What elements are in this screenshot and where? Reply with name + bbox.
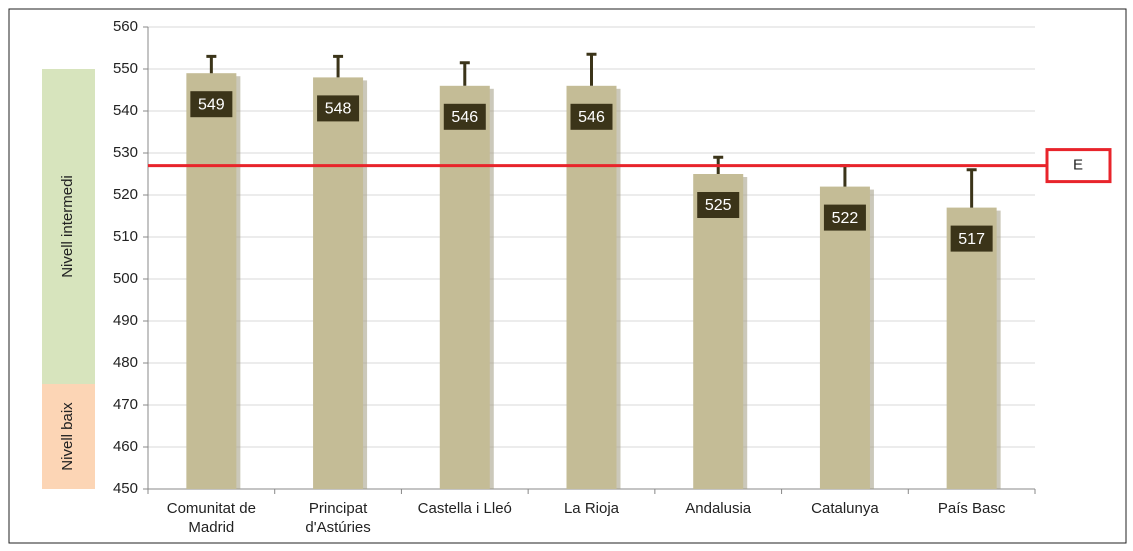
value-label-box [950, 225, 993, 252]
y-tick-label: 530 [113, 144, 138, 161]
bar [819, 186, 870, 489]
x-tick-label: Andalusia [685, 500, 752, 517]
error-bar [459, 61, 470, 86]
bar [566, 85, 617, 490]
bar [313, 77, 364, 490]
y-tick-label: 460 [113, 438, 138, 455]
value-label-box [697, 192, 740, 218]
value-label: 548 [325, 101, 352, 118]
y-tick-label: 520 [113, 186, 138, 203]
y-tick-label: 510 [113, 228, 138, 245]
error-bar [333, 54, 344, 78]
value-label: 546 [451, 109, 478, 126]
bar [693, 174, 744, 489]
value-label: 517 [958, 231, 985, 248]
x-tick-label: Catalunya [811, 500, 879, 517]
x-tick-label: La Rioja [563, 500, 620, 517]
value-label-box [443, 103, 486, 130]
reference-label-box [1045, 148, 1112, 184]
value-label-box [190, 91, 233, 118]
x-tick-label: Principat d'Astúries [305, 500, 371, 536]
x-tick-label: País Basc [937, 500, 1006, 517]
bar [439, 85, 490, 490]
y-tick-label: 550 [113, 60, 138, 77]
y-tick-label: 560 [113, 18, 138, 35]
y-tick-label: 490 [113, 312, 138, 329]
y-tick-label: 480 [113, 354, 138, 371]
bar [946, 207, 997, 489]
value-label-box [317, 95, 360, 122]
y-tick-label: 450 [113, 480, 138, 497]
chart-border [8, 8, 1127, 544]
y-tick-label: 500 [113, 270, 138, 287]
bar [186, 73, 237, 489]
x-tick-label: Comunitat de Madrid [166, 500, 256, 536]
value-label: 525 [705, 197, 732, 214]
level-band [42, 384, 95, 489]
error-bar [206, 54, 217, 74]
value-label: 522 [832, 210, 859, 227]
value-label: 549 [198, 96, 225, 113]
value-label: 546 [578, 109, 605, 126]
reference-label: E [1073, 157, 1083, 174]
level-band [42, 69, 95, 384]
error-bar [966, 168, 977, 208]
error-bar [839, 164, 850, 187]
y-tick-label: 540 [113, 102, 138, 119]
error-bar [586, 52, 597, 86]
level-band-label: Nivell baix [59, 402, 76, 471]
y-tick-label: 470 [113, 396, 138, 413]
level-band-label: Nivell intermedi [59, 175, 76, 278]
value-label-box [570, 103, 613, 130]
value-label-box [823, 204, 866, 231]
x-tick-label: Castella i Lleó [417, 500, 512, 517]
